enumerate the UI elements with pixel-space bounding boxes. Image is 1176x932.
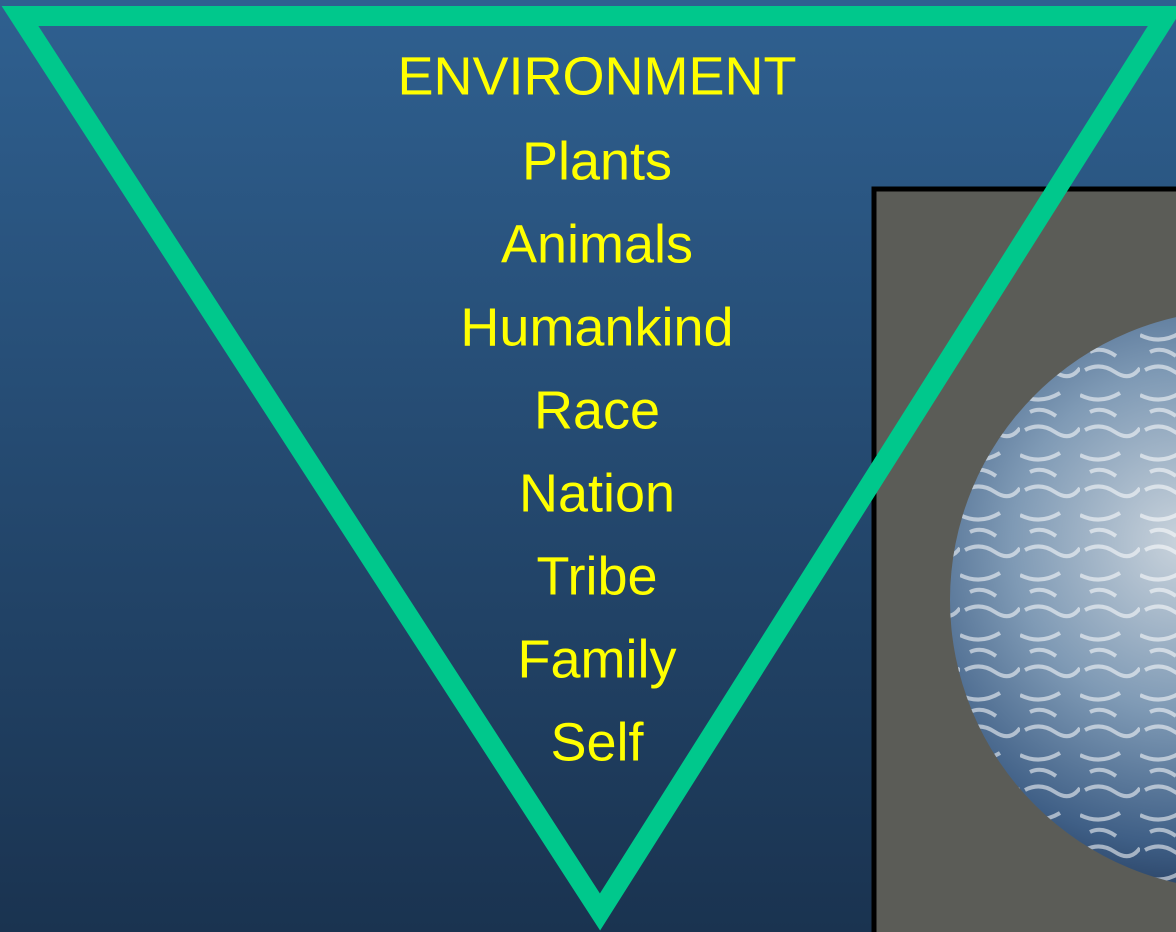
photo (874, 189, 1176, 932)
title: ENVIRONMENT (397, 46, 796, 106)
item: Animals (501, 214, 693, 274)
item: Self (550, 712, 644, 772)
item: Tribe (536, 546, 657, 606)
item: Plants (522, 131, 672, 191)
item: Race (534, 380, 660, 440)
item: Nation (519, 463, 675, 523)
item: Humankind (460, 297, 733, 357)
item: Family (518, 629, 677, 689)
slide: ENVIRONMENT Plants Animals Humankind Race Na… (0, 0, 1176, 932)
